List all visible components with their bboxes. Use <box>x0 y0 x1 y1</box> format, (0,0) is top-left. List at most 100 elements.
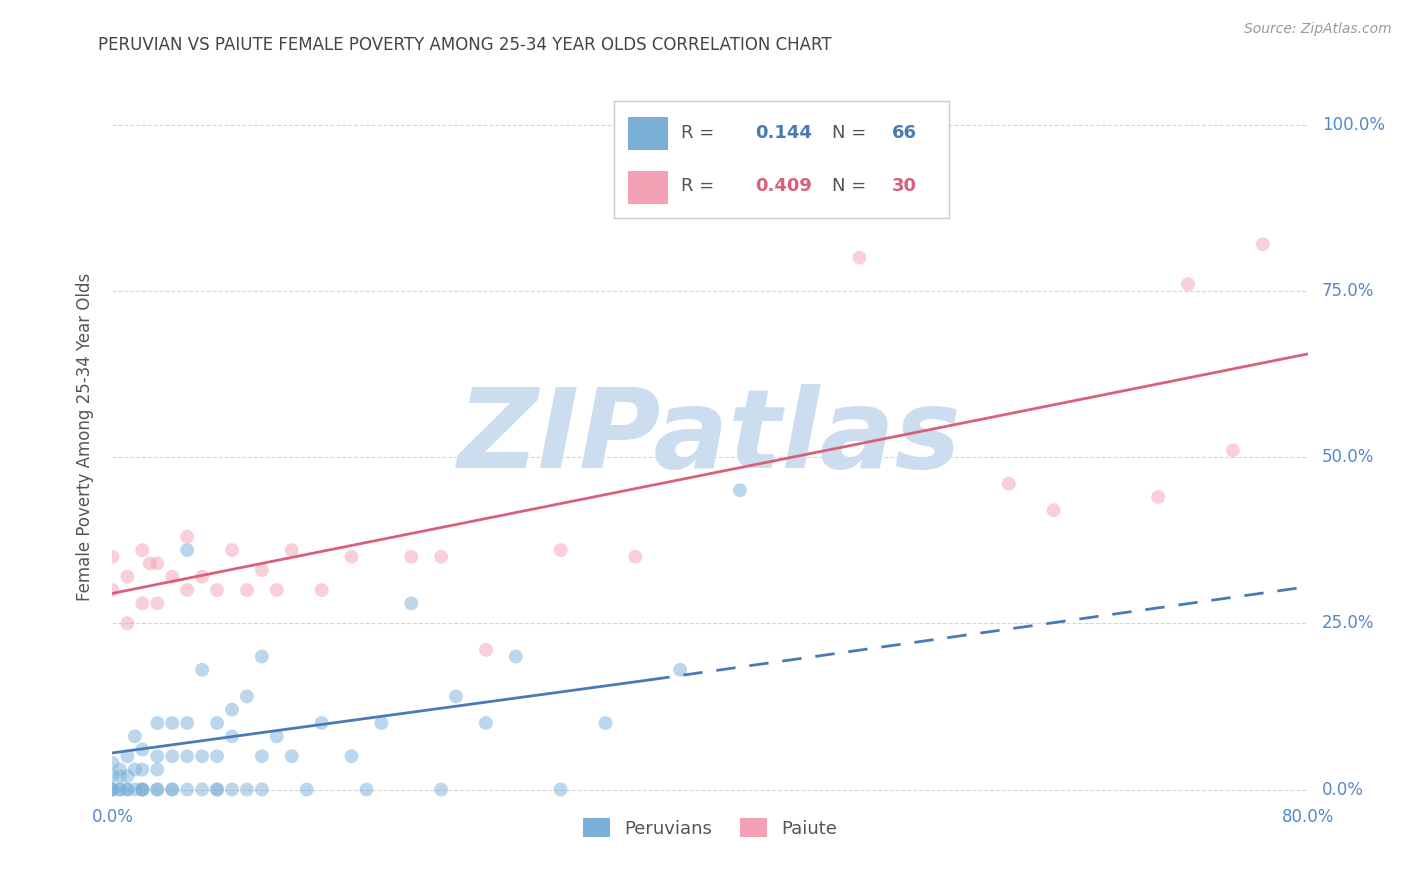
Point <box>146 716 169 731</box>
Point <box>162 716 183 731</box>
Point <box>205 716 228 731</box>
Point <box>117 570 139 584</box>
Point <box>191 782 214 797</box>
Point <box>266 582 288 597</box>
Point <box>221 703 243 717</box>
Point <box>250 749 273 764</box>
Point <box>176 749 198 764</box>
Point <box>146 782 169 797</box>
Point <box>340 549 363 564</box>
Point <box>236 582 259 597</box>
Point <box>205 782 228 797</box>
Point <box>117 769 139 783</box>
Point <box>162 782 183 797</box>
Point <box>191 570 214 584</box>
Point <box>139 557 162 571</box>
Point <box>505 649 527 664</box>
Point <box>401 596 423 610</box>
Point <box>131 782 153 797</box>
Y-axis label: Female Poverty Among 25-34 Year Olds: Female Poverty Among 25-34 Year Olds <box>76 273 94 601</box>
Point <box>176 582 198 597</box>
Point <box>1177 277 1199 292</box>
Point <box>108 769 131 783</box>
Point <box>205 782 228 797</box>
Point <box>728 483 751 498</box>
Point <box>131 742 153 756</box>
Point <box>205 582 228 597</box>
Point <box>550 782 572 797</box>
Point <box>101 582 124 597</box>
Text: 25.0%: 25.0% <box>1322 615 1375 632</box>
Text: Source: ZipAtlas.com: Source: ZipAtlas.com <box>1244 22 1392 37</box>
Point <box>176 782 198 797</box>
Point <box>131 543 153 558</box>
Point <box>146 749 169 764</box>
Point <box>236 782 259 797</box>
Point <box>191 663 214 677</box>
Point <box>1042 503 1064 517</box>
Point <box>475 643 498 657</box>
Point <box>430 549 453 564</box>
Point <box>101 756 124 770</box>
Point <box>124 763 146 777</box>
Point <box>595 716 617 731</box>
Point <box>1222 443 1244 458</box>
Point <box>176 530 198 544</box>
Point <box>117 749 139 764</box>
Point <box>146 782 169 797</box>
Point <box>117 782 139 797</box>
Point <box>117 782 139 797</box>
Point <box>295 782 318 797</box>
Point <box>101 782 124 797</box>
Text: 50.0%: 50.0% <box>1322 448 1374 466</box>
Point <box>131 782 153 797</box>
Point <box>475 716 498 731</box>
Legend: Peruvians, Paiute: Peruvians, Paiute <box>576 811 844 845</box>
Point <box>131 596 153 610</box>
Point <box>176 543 198 558</box>
Point <box>124 729 146 743</box>
Point <box>131 782 153 797</box>
Point <box>444 690 467 704</box>
Point <box>356 782 378 797</box>
Point <box>162 782 183 797</box>
Point <box>101 769 124 783</box>
Point <box>250 649 273 664</box>
Point <box>250 563 273 577</box>
Point <box>108 782 131 797</box>
Point <box>101 549 124 564</box>
Point <box>624 549 647 564</box>
Point <box>101 782 124 797</box>
Text: 75.0%: 75.0% <box>1322 282 1374 300</box>
Point <box>430 782 453 797</box>
Point <box>221 729 243 743</box>
Text: 0.0%: 0.0% <box>1322 780 1364 798</box>
Point <box>191 749 214 764</box>
Text: PERUVIAN VS PAIUTE FEMALE POVERTY AMONG 25-34 YEAR OLDS CORRELATION CHART: PERUVIAN VS PAIUTE FEMALE POVERTY AMONG … <box>98 36 832 54</box>
Point <box>250 782 273 797</box>
Text: ZIPatlas: ZIPatlas <box>458 384 962 491</box>
Point <box>176 716 198 731</box>
Point <box>146 763 169 777</box>
Point <box>124 782 146 797</box>
Point <box>848 251 870 265</box>
Point <box>998 476 1021 491</box>
Point <box>550 543 572 558</box>
Point <box>236 690 259 704</box>
Point <box>221 543 243 558</box>
Point <box>108 782 131 797</box>
Point <box>281 749 304 764</box>
Point <box>1251 237 1274 252</box>
Point <box>205 749 228 764</box>
Point <box>281 543 304 558</box>
Point <box>117 616 139 631</box>
Point <box>162 570 183 584</box>
Point <box>340 749 363 764</box>
Point <box>311 716 333 731</box>
Point <box>370 716 392 731</box>
Point <box>401 549 423 564</box>
Point <box>1147 490 1170 504</box>
Point <box>146 596 169 610</box>
Point <box>162 749 183 764</box>
Point <box>669 663 692 677</box>
